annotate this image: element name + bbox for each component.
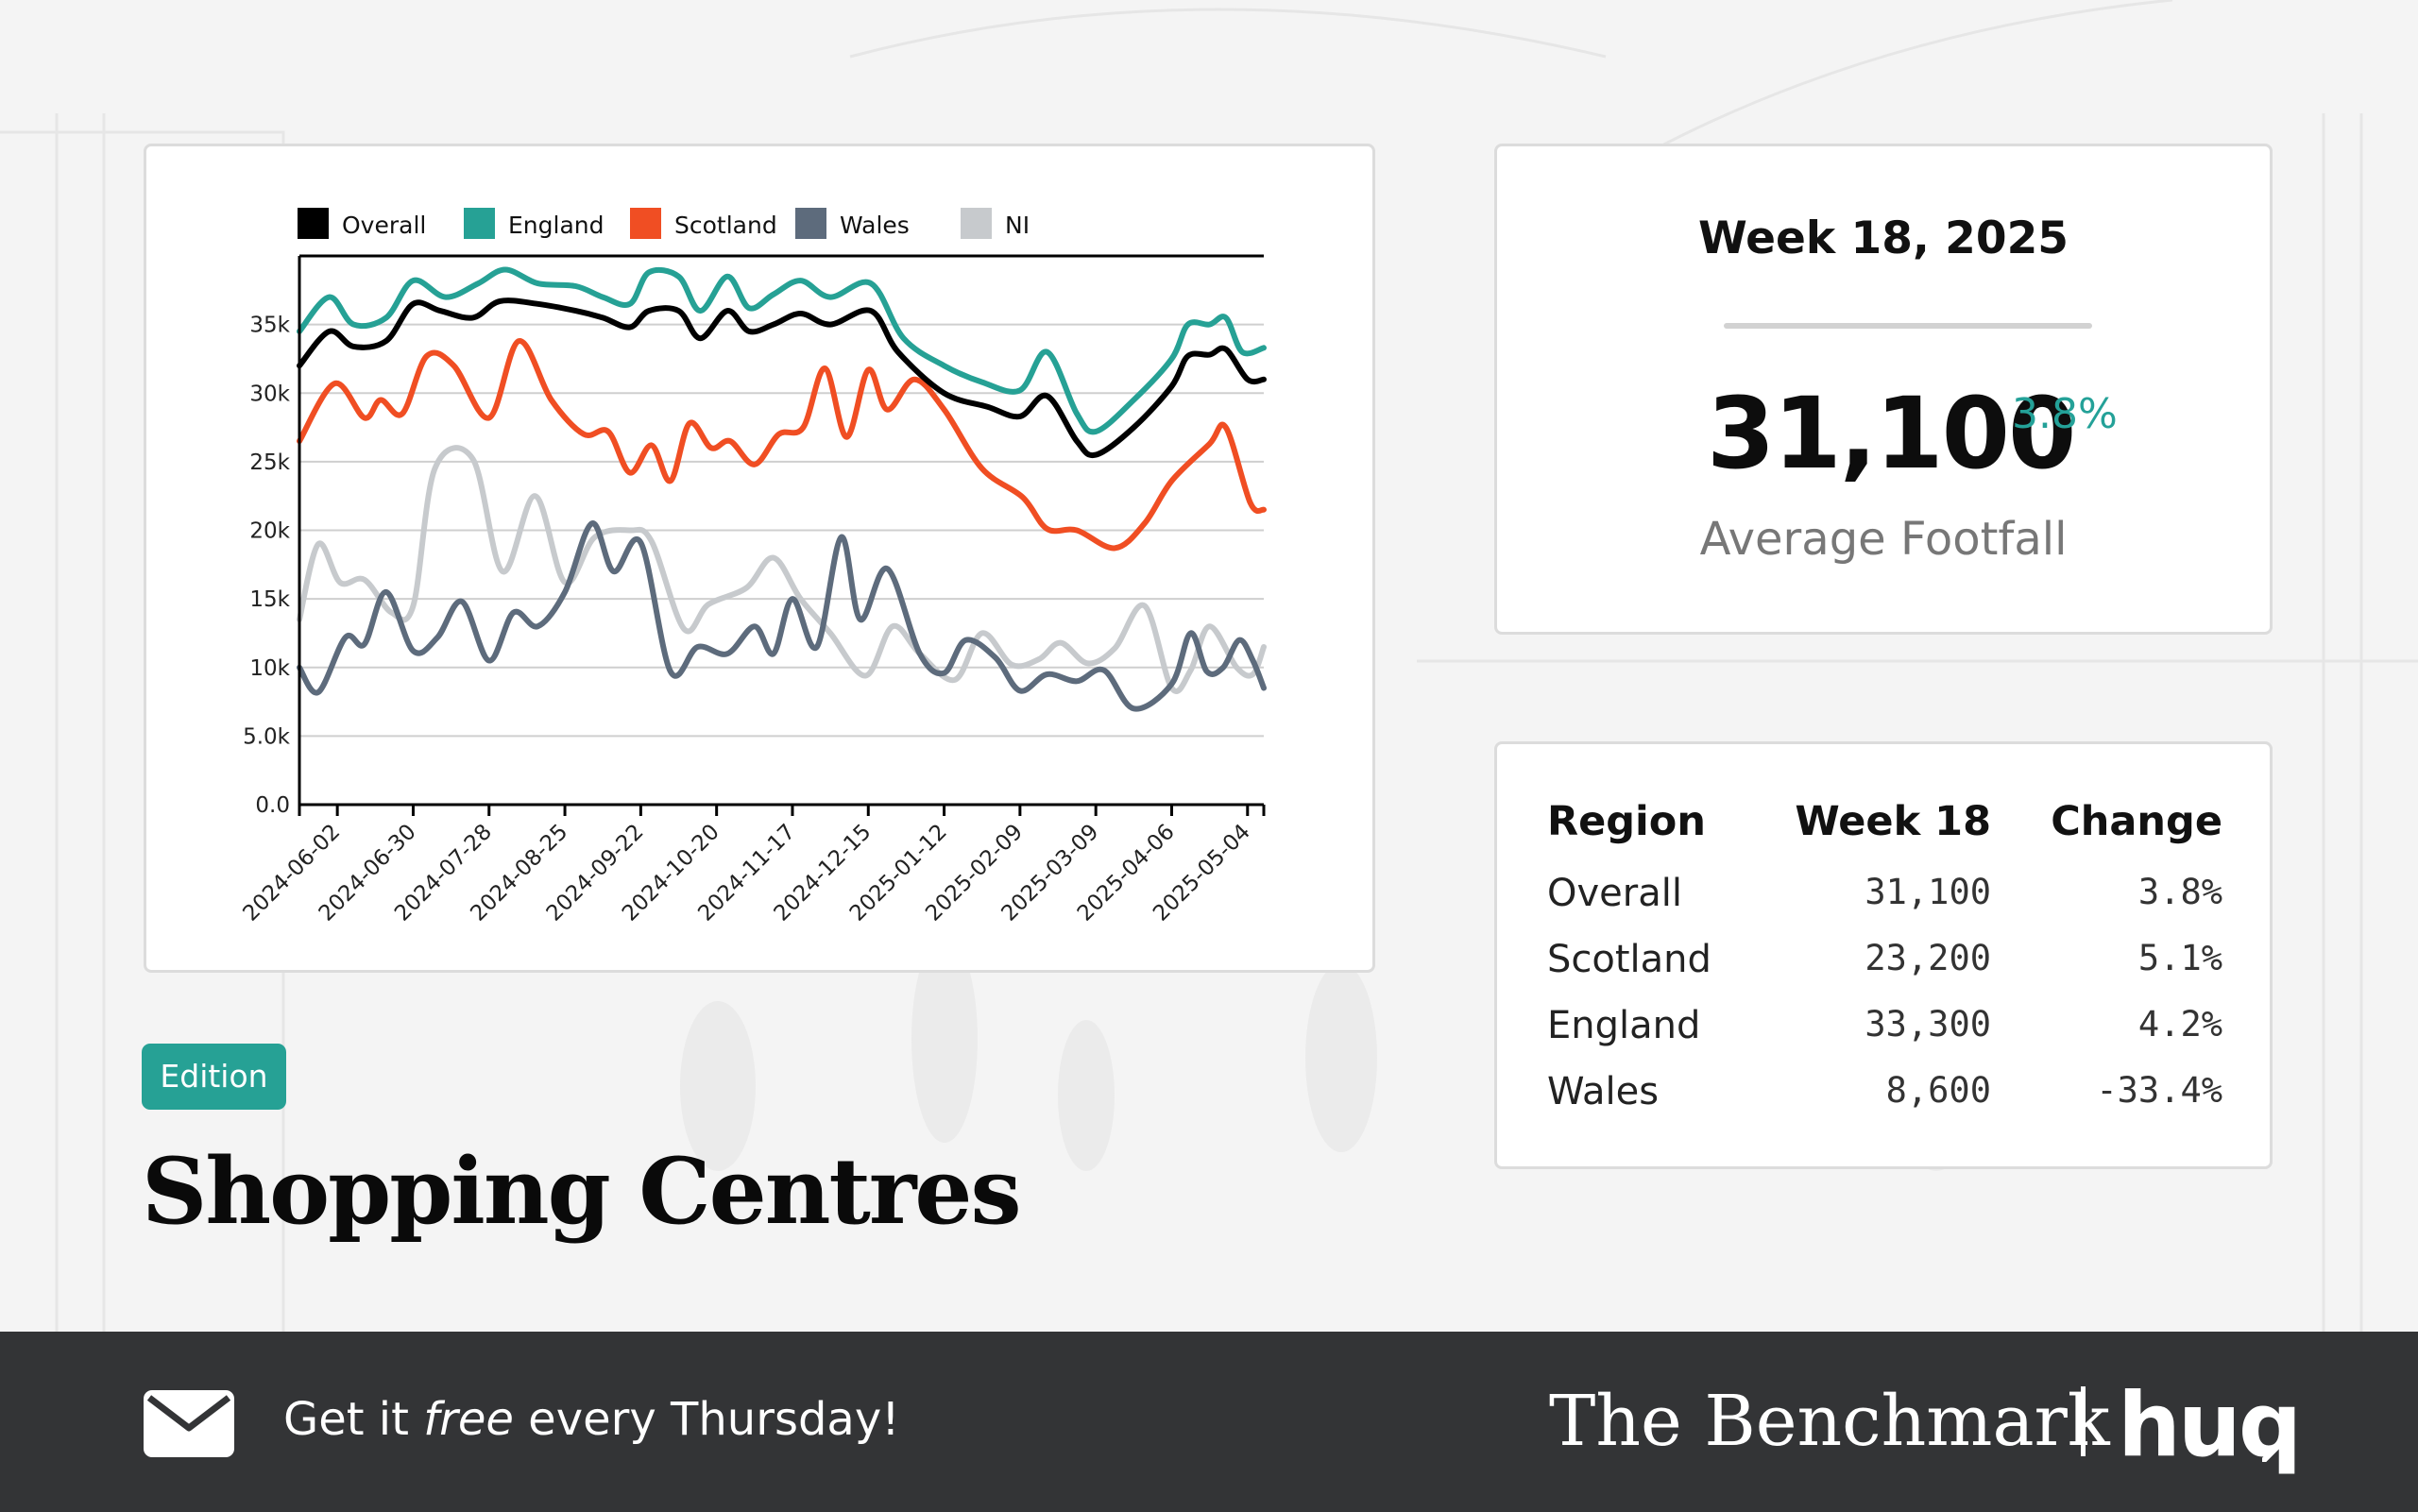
series-line-wales: [297, 520, 1267, 712]
cta-text-after: every Thursday!: [513, 1393, 900, 1446]
region-table-card: Region Week 18 Change Overall 31,100 3.8…: [1494, 741, 2273, 1169]
y-tick-label: 0.0: [255, 793, 290, 818]
chart-legend: Overall England Scotland Wales NI: [298, 208, 1030, 239]
subscribe-cta[interactable]: Get it free every Thursday!: [283, 1393, 899, 1446]
footer-bar: [0, 1332, 2418, 1512]
chart-card: Overall England Scotland Wales NI 0.0 5.0k 10k…: [144, 144, 1375, 973]
y-tick-label: 10k: [249, 656, 290, 681]
y-tick-label: 15k: [249, 587, 290, 612]
week-summary-card: Week 18, 2025 31,100 3.8% Average Footfa…: [1494, 144, 2273, 635]
table-row: England 33,300 4.2%: [1497, 1004, 2270, 1061]
legend-label-overall: Overall: [342, 212, 426, 239]
table-row: Scotland 23,200 5.1%: [1497, 938, 2270, 994]
legend-swatch-england: [464, 208, 495, 239]
chart-axes: 0.05.0k10k15k20k25k30k35k2024-06-022024-…: [238, 254, 1266, 926]
row-change: -33.4%: [2096, 1070, 2222, 1111]
row-region: England: [1547, 1004, 1701, 1047]
legend-label-wales: Wales: [840, 212, 910, 239]
huq-logo: huq: [2118, 1374, 2302, 1477]
week-divider: [1724, 323, 2092, 329]
legend-swatch-ni: [961, 208, 992, 239]
row-week-value: 8,600: [1885, 1070, 1991, 1111]
header-change: Change: [2051, 798, 2222, 845]
row-region: Wales: [1547, 1070, 1660, 1113]
cta-text-before: Get it: [283, 1393, 424, 1446]
brand-name: The Benchmark: [1549, 1381, 2110, 1462]
series-line-scotland: [297, 338, 1267, 552]
y-tick-label: 35k: [249, 314, 290, 338]
legend-swatch-overall: [298, 208, 329, 239]
series-line-overall: [297, 297, 1267, 459]
legend-label-england: England: [508, 212, 604, 239]
row-week-value: 33,300: [1865, 1004, 1991, 1045]
table-row: Wales 8,600 -33.4%: [1497, 1070, 2270, 1127]
row-change: 5.1%: [2137, 938, 2222, 978]
table-row: Overall 31,100 3.8%: [1497, 872, 2270, 928]
row-week-value: 31,100: [1865, 872, 1991, 912]
y-tick-label: 5.0k: [243, 724, 291, 749]
mail-icon[interactable]: [142, 1388, 236, 1459]
row-change: 3.8%: [2137, 872, 2222, 912]
edition-badge: Edition: [142, 1044, 286, 1110]
logo-tick-icon: [2262, 1436, 2287, 1462]
series-line-ni: [297, 445, 1267, 694]
header-region: Region: [1547, 798, 1706, 845]
y-tick-label: 30k: [249, 382, 290, 406]
legend-swatch-scotland: [630, 208, 661, 239]
page-title: Shopping Centres: [142, 1138, 1022, 1245]
row-week-value: 23,200: [1865, 938, 1991, 978]
week-title: Week 18, 2025: [1698, 212, 2069, 264]
average-footfall-change: 3.8%: [2012, 390, 2118, 438]
average-footfall-value: 31,100: [1707, 376, 2076, 491]
brand-divider: [2081, 1386, 2086, 1456]
chart-grid: [299, 323, 1264, 738]
legend-label-ni: NI: [1005, 212, 1030, 239]
row-region: Overall: [1547, 872, 1682, 915]
y-tick-label: 20k: [249, 519, 290, 544]
legend-swatch-wales: [795, 208, 826, 239]
footfall-line-chart: Overall England Scotland Wales NI 0.0 5.0k 10k…: [238, 208, 1267, 926]
y-tick-label: 25k: [249, 450, 290, 475]
cta-text-emphasis: free: [423, 1393, 514, 1446]
row-change: 4.2%: [2137, 1004, 2222, 1045]
series-line-england: [297, 266, 1267, 435]
legend-label-scotland: Scotland: [674, 212, 777, 239]
header-week: Week 18: [1795, 798, 1991, 845]
row-region: Scotland: [1547, 938, 1711, 981]
average-footfall-label: Average Footfall: [1699, 513, 2068, 566]
chart-series: [297, 266, 1267, 712]
